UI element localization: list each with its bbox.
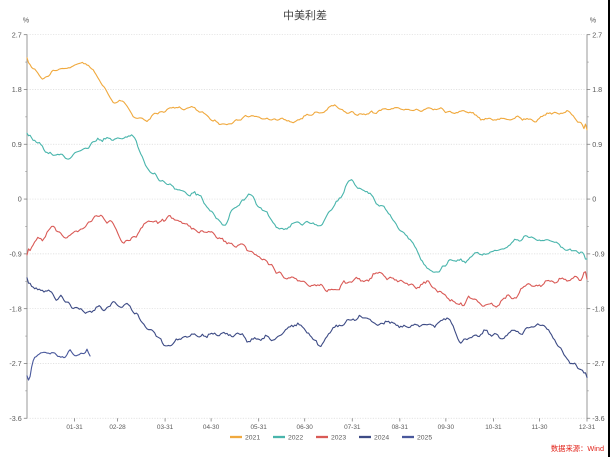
svg-text:2.7: 2.7 xyxy=(592,30,602,39)
svg-text:07-31: 07-31 xyxy=(344,424,361,431)
svg-text:-2.7: -2.7 xyxy=(592,359,604,368)
svg-text:02-28: 02-28 xyxy=(109,424,126,431)
svg-text:2.7: 2.7 xyxy=(12,30,22,39)
svg-text:-1.8: -1.8 xyxy=(9,304,21,313)
svg-text:0.9: 0.9 xyxy=(12,140,22,149)
svg-text:1.8: 1.8 xyxy=(12,85,22,94)
svg-text:-1.8: -1.8 xyxy=(592,304,604,313)
svg-text:2024: 2024 xyxy=(374,434,389,441)
svg-text:2023: 2023 xyxy=(331,434,346,441)
svg-text:2022: 2022 xyxy=(288,434,303,441)
svg-text:04-30: 04-30 xyxy=(203,424,220,431)
svg-text:0.9: 0.9 xyxy=(592,140,602,149)
svg-text:06-30: 06-30 xyxy=(297,424,314,431)
svg-text:08-31: 08-31 xyxy=(392,424,409,431)
svg-text:05-31: 05-31 xyxy=(250,424,267,431)
svg-text:09-30: 09-30 xyxy=(438,424,455,431)
svg-text:1.8: 1.8 xyxy=(592,85,602,94)
svg-text:10-31: 10-31 xyxy=(485,424,502,431)
svg-text:0: 0 xyxy=(592,195,596,204)
svg-text:-2.7: -2.7 xyxy=(9,359,21,368)
svg-text:-3.6: -3.6 xyxy=(9,414,21,423)
svg-text:12-31: 12-31 xyxy=(579,424,596,431)
svg-text:2021: 2021 xyxy=(245,434,260,441)
svg-text:2025: 2025 xyxy=(417,434,432,441)
svg-text:03-31: 03-31 xyxy=(157,424,174,431)
svg-text:01-31: 01-31 xyxy=(66,424,83,431)
svg-text:11-30: 11-30 xyxy=(532,424,548,431)
svg-text:-0.9: -0.9 xyxy=(9,249,21,258)
svg-text:-0.9: -0.9 xyxy=(592,249,604,258)
svg-text:-3.6: -3.6 xyxy=(592,414,604,423)
svg-text:0: 0 xyxy=(18,195,22,204)
